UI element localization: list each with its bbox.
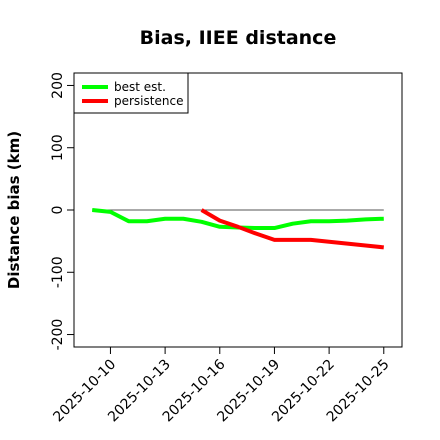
legend-label-best-est: best est.	[114, 80, 166, 94]
legend: best est. persistence	[73, 72, 189, 114]
y-tick-label: 0	[50, 206, 66, 215]
y-tick-label: -200	[50, 319, 66, 351]
chart-title: Bias, IIEE distance	[140, 27, 337, 49]
series-line-persistence	[200, 208, 384, 250]
series-layer	[92, 208, 384, 250]
axes: -200-10001002002025-10-102025-10-132025-…	[50, 72, 393, 425]
legend-label-persistence: persistence	[114, 94, 183, 108]
y-tick-label: 200	[50, 72, 66, 99]
y-tick-label: -100	[50, 256, 66, 288]
y-axis-label: Distance bias (km)	[5, 131, 23, 289]
y-tick-label: 100	[50, 134, 66, 161]
legend-box	[73, 72, 189, 114]
